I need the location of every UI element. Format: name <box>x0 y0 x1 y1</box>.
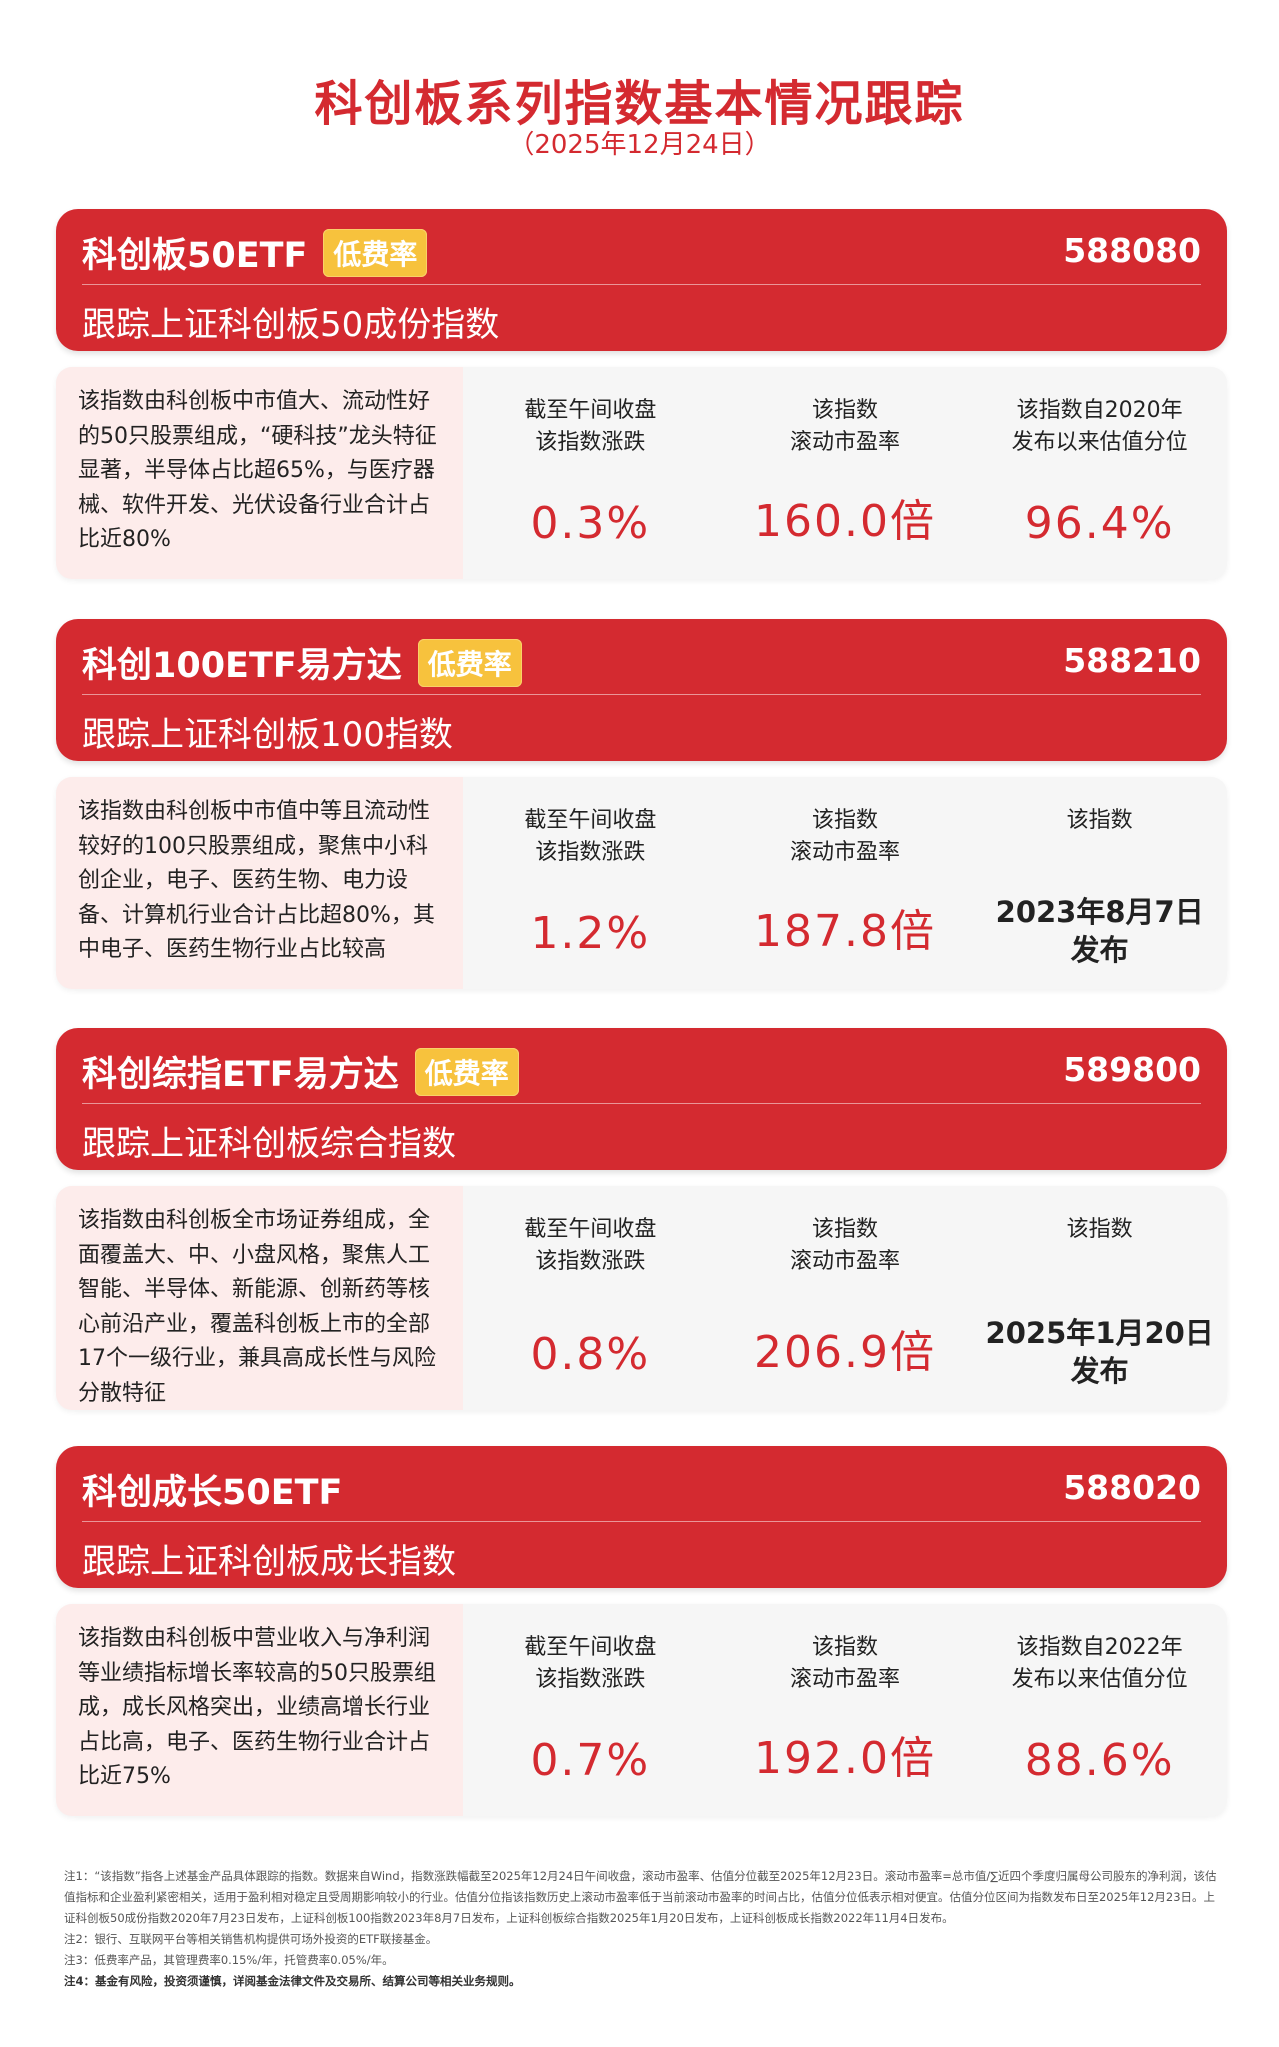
change-stat: 截至午间收盘 该指数涨跌 0.8% <box>463 1186 718 1410</box>
release-date: 2025年1月20日 发布 <box>985 1316 1214 1388</box>
index-description: 该指数由科创板全市场证券组成，全面覆盖大、中、小盘风格，聚焦人工智能、半导体、新… <box>56 1186 463 1410</box>
tracking-index: 跟踪上证科创板综合指数 <box>82 1124 456 1164</box>
etf-card-body: 该指数由科创板中市值中等且流动性较好的100只股票组成，聚焦中小科创企业，电子、… <box>56 777 1227 989</box>
valuation-percentile-value: 88.6% <box>1024 1735 1175 1786</box>
valuation-percentile-value: 96.4% <box>1024 498 1175 549</box>
change-stat: 截至午间收盘 该指数涨跌 0.7% <box>463 1604 718 1816</box>
low-fee-badge: 低费率 <box>323 228 428 277</box>
etf-card-header: 科创成长50ETF 588020 跟踪上证科创板成长指数 <box>56 1446 1227 1588</box>
tracking-index: 跟踪上证科创板成长指数 <box>82 1542 456 1582</box>
etf-card-header: 科创100ETF易方达 低费率 588210 跟踪上证科创板100指数 <box>56 619 1227 761</box>
change-label: 截至午间收盘 该指数涨跌 <box>524 1217 657 1274</box>
pe-value: 206.9倍 <box>754 1327 936 1378</box>
pe-label: 该指数 滚动市盈率 <box>790 1217 901 1274</box>
index-description: 该指数由科创板中营业收入与净利润等业绩指标增长率较高的50只股票组成，成长风格突… <box>56 1604 463 1816</box>
third-stat-label: 该指数自2020年 发布以来估值分位 <box>1011 398 1188 455</box>
etf-card-body: 该指数由科创板全市场证券组成，全面覆盖大、中、小盘风格，聚焦人工智能、半导体、新… <box>56 1186 1227 1410</box>
tracking-index: 跟踪上证科创板50成份指数 <box>82 305 500 345</box>
etf-card-header: 科创板50ETF 低费率 588080 跟踪上证科创板50成份指数 <box>56 209 1227 351</box>
pe-value: 160.0倍 <box>754 496 936 547</box>
low-fee-badge: 低费率 <box>417 638 522 687</box>
change-stat: 截至午间收盘 该指数涨跌 1.2% <box>463 777 718 989</box>
etf-card-header: 科创综指ETF易方达 低费率 589800 跟踪上证科创板综合指数 <box>56 1028 1227 1170</box>
note-2: 注2：银行、互联网平台等相关销售机构提供可场外投资的ETF联接基金。 <box>64 1932 438 1946</box>
third-stat-label: 该指数自2022年 发布以来估值分位 <box>1011 1635 1188 1692</box>
divider <box>82 284 1201 285</box>
change-label: 截至午间收盘 该指数涨跌 <box>524 808 657 865</box>
etf-name: 科创板50ETF <box>82 236 308 276</box>
third-stat-label: 该指数 <box>1066 1217 1133 1242</box>
change-stat: 截至午间收盘 该指数涨跌 0.3% <box>463 367 718 579</box>
third-stat: 该指数自2020年 发布以来估值分位 96.4% <box>972 367 1227 579</box>
divider <box>82 1521 1201 1522</box>
third-stat: 该指数 2025年1月20日 发布 <box>972 1186 1227 1410</box>
tracking-index: 跟踪上证科创板100指数 <box>82 715 453 755</box>
pe-label: 该指数 滚动市盈率 <box>790 1635 901 1692</box>
etf-code: 588210 <box>1063 641 1201 680</box>
pe-stat: 该指数 滚动市盈率 187.8倍 <box>718 777 973 989</box>
note-1: 注1：“该指数”指各上述基金产品具体跟踪的指数。数据来自Wind，指数涨跌幅截至… <box>64 1869 1217 1925</box>
pe-stat: 该指数 滚动市盈率 192.0倍 <box>718 1604 973 1816</box>
etf-card: 科创成长50ETF 588020 跟踪上证科创板成长指数 该指数由科创板中营业收… <box>56 1446 1227 1816</box>
change-value: 0.7% <box>530 1735 651 1786</box>
pe-label: 该指数 滚动市盈率 <box>790 808 901 865</box>
change-value: 0.3% <box>530 498 651 549</box>
etf-card-body: 该指数由科创板中营业收入与净利润等业绩指标增长率较高的50只股票组成，成长风格突… <box>56 1604 1227 1816</box>
release-date: 2023年8月7日 发布 <box>995 895 1204 967</box>
etf-code: 589800 <box>1063 1050 1201 1089</box>
pe-value: 192.0倍 <box>754 1733 936 1784</box>
note-4: 注4：基金有风险，投资须谨慎，详阅基金法律文件及交易所、结算公司等相关业务规则。 <box>64 1974 521 1988</box>
pe-label: 该指数 滚动市盈率 <box>790 398 901 455</box>
change-label: 截至午间收盘 该指数涨跌 <box>524 1635 657 1692</box>
pe-stat: 该指数 滚动市盈率 206.9倍 <box>718 1186 973 1410</box>
third-stat: 该指数 2023年8月7日 发布 <box>972 777 1227 989</box>
divider <box>82 1103 1201 1104</box>
index-description: 该指数由科创板中市值大、流动性好的50只股票组成，“硬科技”龙头特征显著，半导体… <box>56 367 463 579</box>
pe-stat: 该指数 滚动市盈率 160.0倍 <box>718 367 973 579</box>
change-value: 0.8% <box>530 1329 651 1380</box>
etf-card: 科创综指ETF易方达 低费率 589800 跟踪上证科创板综合指数 该指数由科创板… <box>56 1028 1227 1410</box>
third-stat: 该指数自2022年 发布以来估值分位 88.6% <box>972 1604 1227 1816</box>
etf-name: 科创综指ETF易方达 <box>82 1055 399 1095</box>
etf-card: 科创板50ETF 低费率 588080 跟踪上证科创板50成份指数 该指数由科创板… <box>56 209 1227 579</box>
page-title: 科创板系列指数基本情况跟踪 <box>314 76 965 132</box>
index-description: 该指数由科创板中市值中等且流动性较好的100只股票组成，聚焦中小科创企业，电子、… <box>56 777 463 989</box>
footnotes: 注1：“该指数”指各上述基金产品具体跟踪的指数。数据来自Wind，指数涨跌幅截至… <box>64 1866 1224 1992</box>
page-date: （2025年12月24日） <box>508 130 771 160</box>
low-fee-badge: 低费率 <box>414 1047 519 1096</box>
note-3: 注3：低费率产品，其管理费率0.15%/年，托管费率0.05%/年。 <box>64 1953 394 1967</box>
etf-code: 588080 <box>1063 231 1201 270</box>
pe-value: 187.8倍 <box>754 906 936 957</box>
third-stat-label: 该指数 <box>1066 808 1133 833</box>
change-value: 1.2% <box>530 908 651 959</box>
etf-name: 科创成长50ETF <box>82 1473 343 1513</box>
etf-card: 科创100ETF易方达 低费率 588210 跟踪上证科创板100指数 该指数由科… <box>56 619 1227 989</box>
divider <box>82 694 1201 695</box>
change-label: 截至午间收盘 该指数涨跌 <box>524 398 657 455</box>
etf-name: 科创100ETF易方达 <box>82 646 402 686</box>
etf-card-body: 该指数由科创板中市值大、流动性好的50只股票组成，“硬科技”龙头特征显著，半导体… <box>56 367 1227 579</box>
etf-code: 588020 <box>1063 1468 1201 1507</box>
